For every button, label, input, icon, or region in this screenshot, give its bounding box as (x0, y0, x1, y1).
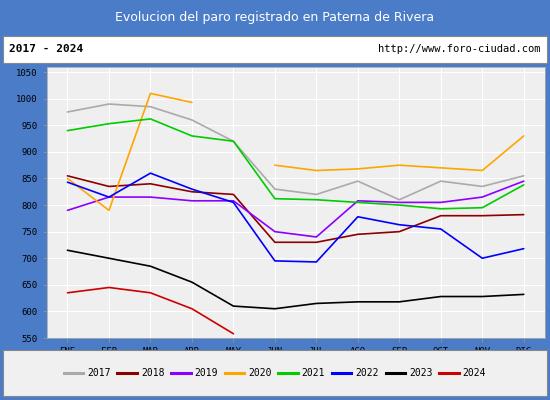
Text: Evolucion del paro registrado en Paterna de Rivera: Evolucion del paro registrado en Paterna… (116, 11, 435, 24)
Text: http://www.foro-ciudad.com: http://www.foro-ciudad.com (378, 44, 541, 54)
Legend: 2017, 2018, 2019, 2020, 2021, 2022, 2023, 2024: 2017, 2018, 2019, 2020, 2021, 2022, 2023… (60, 364, 490, 382)
Text: 2017 - 2024: 2017 - 2024 (9, 44, 84, 54)
